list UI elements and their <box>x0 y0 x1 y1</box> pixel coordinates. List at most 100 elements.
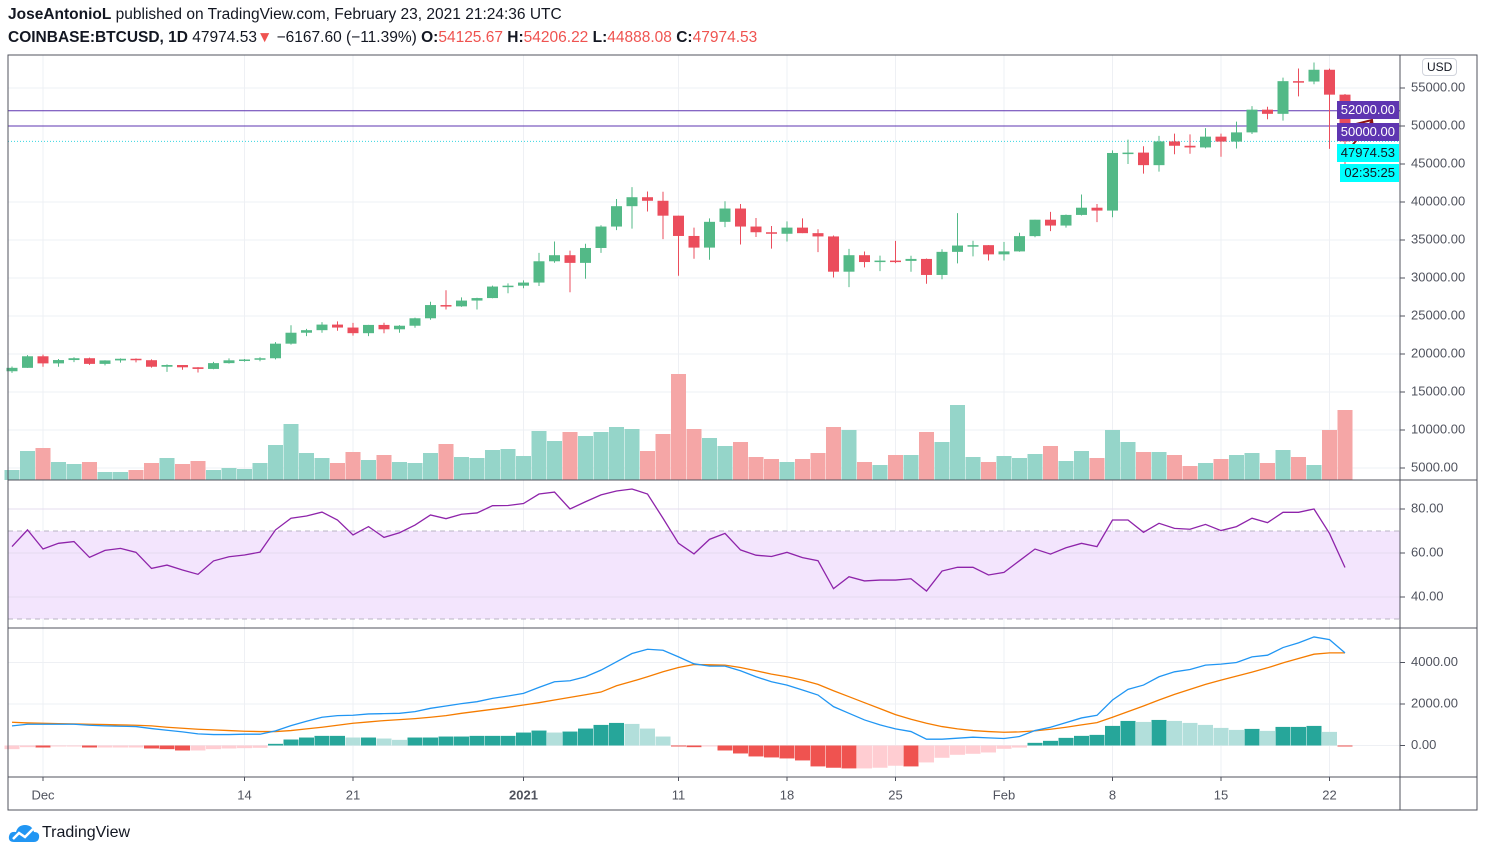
candle-body[interactable] <box>595 226 607 248</box>
candle-body[interactable] <box>456 300 467 307</box>
candle-body[interactable] <box>766 232 777 234</box>
candle-body[interactable] <box>285 332 297 344</box>
candle-body[interactable] <box>673 215 684 236</box>
candle-body[interactable] <box>84 358 95 364</box>
candle-body[interactable] <box>239 359 250 362</box>
candle-body[interactable] <box>998 251 1010 255</box>
candle-body[interactable] <box>223 360 235 364</box>
tradingview-logo[interactable]: TradingView <box>8 822 130 844</box>
candle-body[interactable] <box>533 261 545 283</box>
candle-body[interactable] <box>564 255 576 263</box>
candle-body[interactable] <box>797 227 808 234</box>
candle-body[interactable] <box>502 285 514 288</box>
candle-body[interactable] <box>859 255 870 263</box>
candle-body[interactable] <box>130 358 142 361</box>
candle-body[interactable] <box>1262 109 1273 114</box>
candle-body[interactable] <box>254 358 266 360</box>
candle-body[interactable] <box>22 356 33 368</box>
candle-body[interactable] <box>301 330 312 333</box>
candle-body[interactable] <box>487 286 498 299</box>
candle-body[interactable] <box>270 343 281 359</box>
candle-body[interactable] <box>1324 69 1335 95</box>
candle-body[interactable] <box>580 247 591 263</box>
candle-body[interactable] <box>332 324 343 328</box>
candle-body[interactable] <box>1060 214 1072 226</box>
candle-body[interactable] <box>967 245 979 247</box>
candle-body[interactable] <box>1215 136 1227 142</box>
candle-body[interactable] <box>1200 136 1211 148</box>
macd-histogram-bar <box>175 745 190 751</box>
candle-body[interactable] <box>1029 219 1041 237</box>
candle-body[interactable] <box>1231 132 1242 142</box>
candle-body[interactable] <box>719 208 731 222</box>
candle-body[interactable] <box>1107 152 1118 211</box>
candle-body[interactable] <box>1277 81 1289 114</box>
candle-body[interactable] <box>1091 207 1103 211</box>
candle-body[interactable] <box>936 251 948 275</box>
volume-bar <box>996 456 1012 480</box>
candle-body[interactable] <box>874 260 886 263</box>
candle-body[interactable] <box>363 324 374 334</box>
candle-body[interactable] <box>735 208 746 227</box>
candle-body[interactable] <box>161 365 173 367</box>
macd-histogram-bar <box>872 745 888 768</box>
candle-body[interactable] <box>704 221 715 248</box>
candle-body[interactable] <box>952 245 963 252</box>
candle-body[interactable] <box>890 260 901 263</box>
candle-body[interactable] <box>37 356 49 364</box>
candle-body[interactable] <box>781 227 793 234</box>
author-name[interactable]: JoseAntonioL <box>8 6 112 23</box>
candle-body[interactable] <box>657 200 669 216</box>
candle-body[interactable] <box>549 255 560 262</box>
candle-body[interactable] <box>347 327 359 334</box>
candle-body[interactable] <box>626 197 638 207</box>
candle-body[interactable] <box>688 235 700 248</box>
candle-body[interactable] <box>6 367 18 372</box>
candle-body[interactable] <box>1169 141 1180 146</box>
candle-body[interactable] <box>68 358 80 361</box>
candle-body[interactable] <box>146 360 157 367</box>
candle-body[interactable] <box>828 236 839 272</box>
candle-body[interactable] <box>378 324 390 330</box>
candle-body[interactable] <box>316 324 328 331</box>
hline-52000-label[interactable]: 52000.00 <box>1336 101 1399 119</box>
candle-body[interactable] <box>843 255 855 272</box>
candle-body[interactable] <box>750 226 762 233</box>
candle-body[interactable] <box>642 197 653 201</box>
candle-body[interactable] <box>53 360 64 364</box>
candle-body[interactable] <box>983 245 994 255</box>
candle-body[interactable] <box>812 233 824 237</box>
candle-body[interactable] <box>440 305 452 307</box>
candle-body[interactable] <box>1122 152 1134 155</box>
candle-body[interactable] <box>1184 145 1196 148</box>
candle-body[interactable] <box>425 305 436 319</box>
candle-body[interactable] <box>394 325 405 330</box>
candle-body[interactable] <box>518 282 529 286</box>
candle-body[interactable] <box>177 365 188 368</box>
candle-body[interactable] <box>1153 141 1165 166</box>
candle-body[interactable] <box>1045 219 1056 226</box>
candle-body[interactable] <box>1076 207 1087 215</box>
volume-bar <box>20 451 35 480</box>
candle-body[interactable] <box>905 258 917 261</box>
volume-bar <box>206 470 221 480</box>
candle-body[interactable] <box>115 358 126 361</box>
candle-body[interactable] <box>921 258 932 275</box>
candle-body[interactable] <box>99 360 111 364</box>
candle-body[interactable] <box>1293 81 1304 83</box>
candle-body[interactable] <box>1014 236 1025 252</box>
candle-body[interactable] <box>611 206 622 227</box>
candle-body[interactable] <box>409 318 421 326</box>
candle-body[interactable] <box>1138 152 1149 166</box>
candle-body[interactable] <box>192 367 204 369</box>
currency-button[interactable]: USD <box>1422 58 1458 76</box>
candle-body[interactable] <box>1308 69 1320 82</box>
candle-body[interactable] <box>1246 109 1258 133</box>
candle-body[interactable] <box>471 298 483 301</box>
hline-50000-label[interactable]: 50000.00 <box>1336 123 1399 141</box>
macd-histogram-bar <box>407 737 423 746</box>
triangle-down-icon: ▼ <box>256 29 273 46</box>
candle-body[interactable] <box>208 363 219 369</box>
symbol-name[interactable]: COINBASE:BTCUSD, 1D <box>8 29 188 46</box>
